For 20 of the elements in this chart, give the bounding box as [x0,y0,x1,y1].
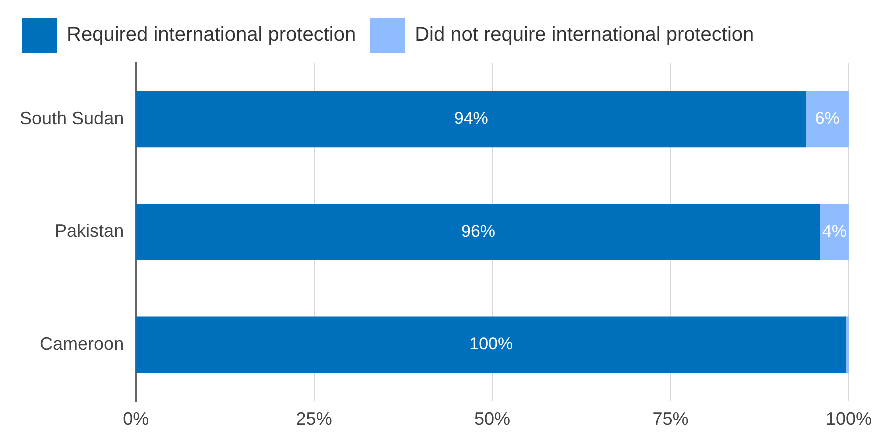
bar [820,204,849,260]
data-label: 100% [470,334,514,354]
legend-label: Did not require international protection [415,24,754,46]
data-label: 96% [462,222,496,241]
x-tick-label: 75% [652,409,689,430]
x-tick-label: 100% [826,409,872,430]
y-tick-label: South Sudan [20,108,124,128]
bar [136,204,820,260]
legend-label: Required international protection [67,24,356,46]
data-label: 94% [454,109,488,128]
bar [136,91,806,148]
x-tick-label: 0% [123,409,150,430]
y-tick-label: Cameroon [40,334,124,354]
bar [136,316,846,374]
x-tick-label: 25% [296,409,332,430]
bar [806,91,849,148]
x-tick-label: 50% [474,409,511,430]
data-label: 6% [815,109,840,128]
y-tick-label: Pakistan [55,221,124,242]
data-label: 4% [822,222,848,241]
